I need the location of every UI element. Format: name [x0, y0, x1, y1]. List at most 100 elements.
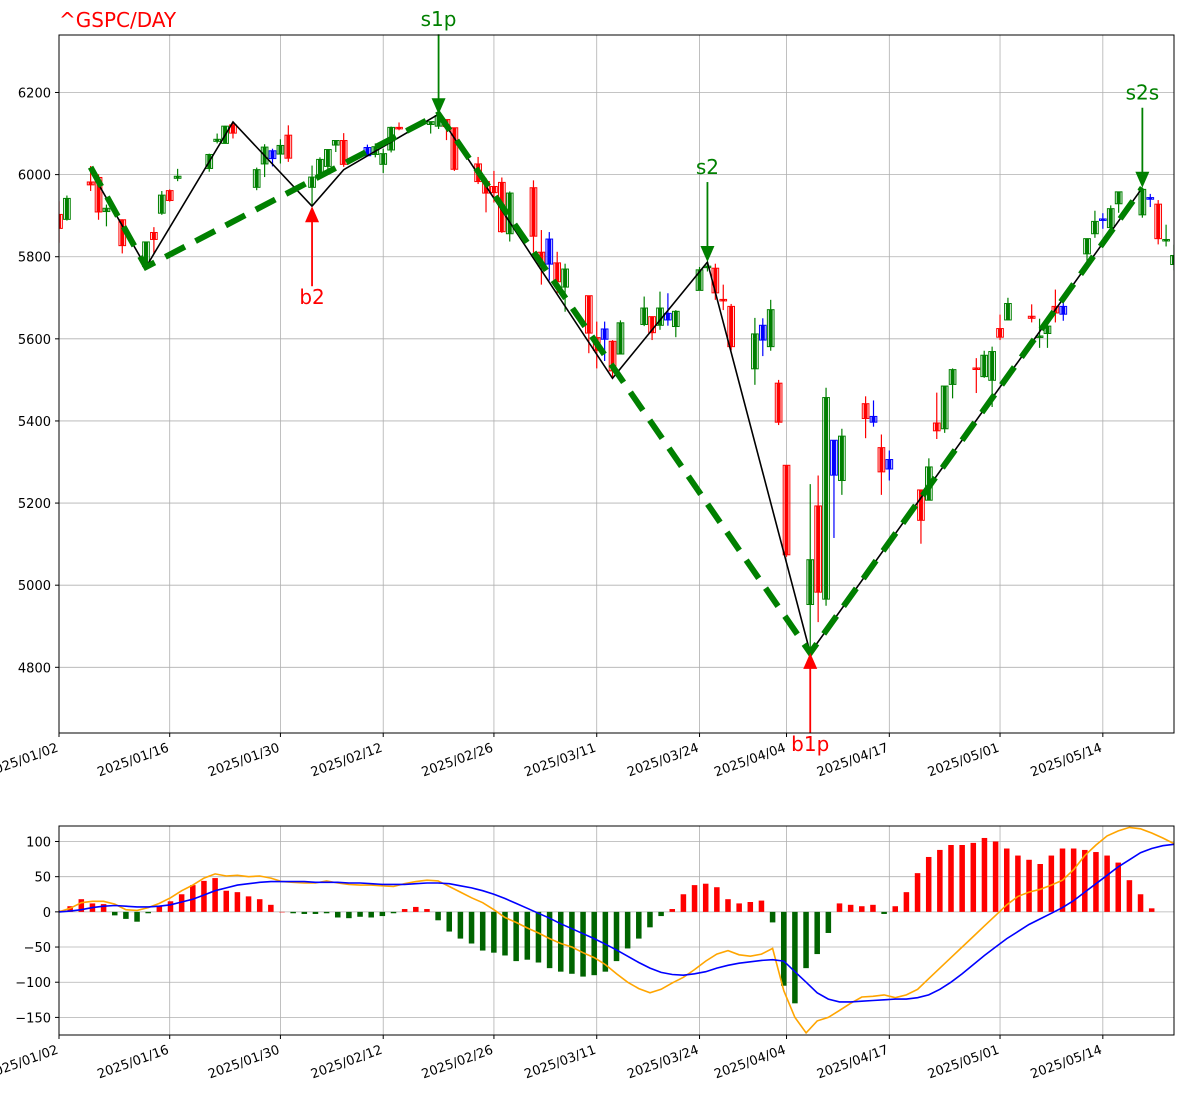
histogram-bar — [948, 845, 954, 912]
histogram-bar — [803, 911, 809, 969]
x-tick-label: 2025/02/26 — [420, 741, 496, 781]
x-tick-label: 2025/01/30 — [206, 1043, 282, 1083]
candle-core — [547, 239, 552, 265]
histogram-bar — [513, 911, 519, 962]
histogram-bar — [937, 849, 943, 912]
candle-core — [610, 341, 615, 371]
y-tick-label: 0 — [43, 906, 51, 921]
x-tick-label: 2025/05/14 — [1029, 1043, 1105, 1083]
histogram-bar — [78, 899, 85, 912]
candle-core — [563, 269, 568, 288]
histogram-bar — [624, 911, 631, 949]
candle — [766, 299, 775, 351]
chart-title: ^GSPC/DAY — [59, 8, 177, 32]
y-tick-label: 4800 — [18, 661, 51, 676]
y-tick-label: 5600 — [18, 333, 51, 348]
x-tick-label: 2025/01/16 — [96, 741, 172, 781]
x-tick-label: 2025/04/04 — [712, 741, 788, 781]
candle — [276, 139, 285, 164]
histogram-bar — [636, 911, 642, 939]
candle — [758, 318, 767, 357]
candle — [1154, 200, 1163, 245]
candle-core — [831, 440, 836, 476]
candle-core — [507, 193, 512, 234]
histogram-bar — [479, 911, 486, 951]
x-tick-label: 2025/04/17 — [815, 1043, 891, 1083]
histogram-bar — [178, 894, 185, 912]
histogram-bar — [780, 911, 787, 986]
candle — [838, 428, 846, 495]
candle-core — [990, 351, 995, 381]
candle-core — [428, 121, 433, 125]
candle-core — [1140, 189, 1145, 215]
candle — [157, 191, 166, 215]
candles — [59, 114, 1174, 653]
minor-wave-line — [89, 113, 1144, 655]
histogram-bar — [970, 842, 977, 912]
candle-core — [879, 447, 884, 472]
candle — [395, 122, 403, 131]
candle-core — [59, 214, 61, 229]
histogram-bar — [769, 911, 776, 923]
histogram-bar — [669, 909, 676, 912]
candle-core — [1164, 239, 1169, 241]
histogram-bar — [1104, 855, 1110, 912]
histogram-bar — [401, 909, 408, 912]
signal-line — [59, 843, 1174, 1003]
candle-core — [697, 269, 702, 291]
candle-core — [918, 489, 923, 521]
candle — [640, 296, 649, 327]
histogram-bar — [747, 902, 754, 912]
primary-wave-line — [87, 110, 1145, 659]
candle — [1027, 304, 1036, 323]
candle-core — [555, 262, 560, 282]
histogram-bar — [491, 911, 497, 953]
candle-core — [1172, 255, 1174, 265]
candle — [165, 189, 174, 202]
histogram-bar — [334, 911, 341, 918]
candle-core — [863, 403, 868, 419]
candle-core — [1148, 197, 1153, 200]
candle — [173, 168, 182, 182]
histogram-bar — [591, 911, 597, 976]
candle — [996, 314, 1004, 341]
histogram-bar — [925, 856, 932, 912]
x-tick-label: 2025/03/11 — [523, 1043, 599, 1083]
candle — [869, 400, 878, 427]
arrow-head — [305, 206, 320, 223]
candle-core — [816, 505, 821, 593]
candle — [339, 133, 348, 167]
histogram-bar — [201, 880, 207, 912]
candle-core — [151, 232, 156, 240]
histogram-bar — [446, 911, 453, 932]
candle — [1114, 191, 1123, 213]
candle — [1098, 213, 1107, 229]
histogram-bar — [279, 911, 285, 913]
x-tick-label: 2025/03/11 — [523, 741, 599, 781]
candle-core — [998, 328, 1003, 338]
histogram-bar — [1048, 855, 1055, 912]
x-tick-label: 2025/02/26 — [420, 1043, 496, 1083]
candle-core — [1037, 335, 1042, 338]
candle-core — [167, 190, 172, 201]
y-tick-label: 50 — [34, 871, 51, 886]
histogram-bar — [580, 911, 586, 977]
candle-core — [602, 328, 607, 340]
candle-core — [721, 299, 726, 301]
candle-core — [618, 322, 623, 355]
macd-x-ticks: 2025/01/02 2025/01/16 2025/01/30 2025/02/12… — [0, 1035, 1104, 1082]
y-tick-label: 100 — [26, 835, 51, 850]
annotation-b1p: b1p — [791, 652, 829, 756]
candle — [379, 148, 388, 173]
candle — [1091, 210, 1099, 238]
histogram-bar — [1115, 862, 1122, 912]
candle-core — [531, 187, 536, 237]
histogram-bar — [435, 911, 441, 921]
histogram-bar — [1003, 848, 1010, 912]
candle-core — [871, 416, 876, 423]
candle-core — [808, 559, 813, 605]
histogram-bar — [602, 911, 609, 972]
x-tick-label: 2025/03/24 — [625, 1043, 701, 1083]
histogram-bar — [702, 883, 709, 912]
